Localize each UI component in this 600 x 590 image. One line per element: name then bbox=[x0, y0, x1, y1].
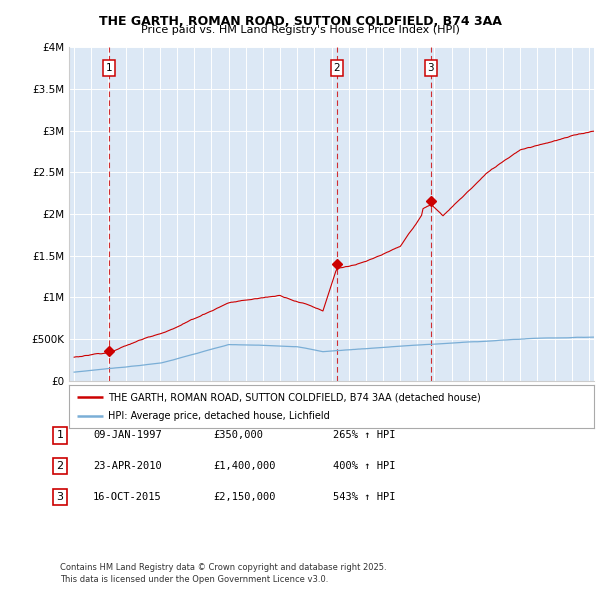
Text: Contains HM Land Registry data © Crown copyright and database right 2025.
This d: Contains HM Land Registry data © Crown c… bbox=[60, 563, 386, 584]
Text: 543% ↑ HPI: 543% ↑ HPI bbox=[333, 493, 395, 502]
Text: 265% ↑ HPI: 265% ↑ HPI bbox=[333, 431, 395, 440]
Text: 2: 2 bbox=[56, 461, 64, 471]
Text: 400% ↑ HPI: 400% ↑ HPI bbox=[333, 461, 395, 471]
Text: £2,150,000: £2,150,000 bbox=[213, 493, 275, 502]
Text: 2: 2 bbox=[334, 63, 340, 73]
Text: 3: 3 bbox=[56, 493, 64, 502]
Text: 1: 1 bbox=[56, 431, 64, 440]
Text: Price paid vs. HM Land Registry's House Price Index (HPI): Price paid vs. HM Land Registry's House … bbox=[140, 25, 460, 35]
Text: 1: 1 bbox=[106, 63, 112, 73]
Text: 16-OCT-2015: 16-OCT-2015 bbox=[93, 493, 162, 502]
Text: 23-APR-2010: 23-APR-2010 bbox=[93, 461, 162, 471]
Text: £350,000: £350,000 bbox=[213, 431, 263, 440]
Text: 09-JAN-1997: 09-JAN-1997 bbox=[93, 431, 162, 440]
Text: THE GARTH, ROMAN ROAD, SUTTON COLDFIELD, B74 3AA (detached house): THE GARTH, ROMAN ROAD, SUTTON COLDFIELD,… bbox=[109, 392, 481, 402]
Text: £1,400,000: £1,400,000 bbox=[213, 461, 275, 471]
Text: 3: 3 bbox=[428, 63, 434, 73]
Text: THE GARTH, ROMAN ROAD, SUTTON COLDFIELD, B74 3AA: THE GARTH, ROMAN ROAD, SUTTON COLDFIELD,… bbox=[98, 15, 502, 28]
Text: HPI: Average price, detached house, Lichfield: HPI: Average price, detached house, Lich… bbox=[109, 411, 330, 421]
